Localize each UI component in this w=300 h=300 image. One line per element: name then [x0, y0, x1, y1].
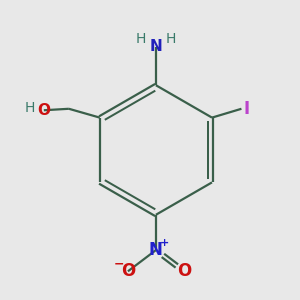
Text: O: O — [177, 262, 191, 280]
Text: N: N — [149, 241, 163, 259]
Text: O: O — [37, 103, 50, 118]
Text: −: − — [114, 257, 124, 270]
Text: +: + — [160, 238, 169, 248]
Text: I: I — [244, 100, 250, 118]
Text: N: N — [149, 39, 162, 54]
Text: O: O — [121, 262, 135, 280]
Text: H: H — [25, 101, 35, 115]
Text: H: H — [135, 32, 146, 46]
Text: H: H — [166, 32, 176, 46]
